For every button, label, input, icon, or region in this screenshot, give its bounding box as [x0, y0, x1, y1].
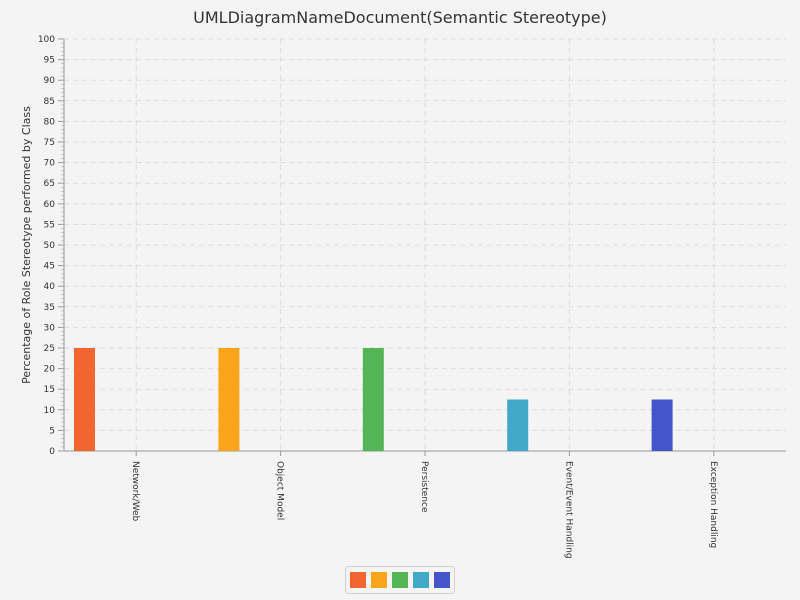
y-tick-label: 100 [38, 35, 55, 45]
grid-layer [64, 38, 786, 452]
bar [74, 348, 95, 451]
y-tick-label: 30 [44, 323, 56, 333]
x-tick-label: Event/Event Handling [563, 461, 573, 559]
legend-swatch [350, 572, 366, 588]
y-tick-label: 55 [44, 220, 55, 230]
y-tick-label: 65 [44, 179, 55, 189]
y-tick-label: 20 [44, 365, 56, 375]
bar [218, 348, 240, 451]
label-layer: 0 5 10 15 20 25 30 35 40 45 50 55 60 65 70 75 80 85 90 95 10… [38, 35, 718, 559]
bar [507, 399, 529, 451]
y-tick-label: 50 [44, 241, 56, 251]
y-tick-label: 15 [44, 385, 55, 395]
legend-swatch [392, 572, 408, 588]
legend-swatch [413, 572, 429, 588]
y-tick-label: 25 [44, 344, 55, 354]
legend [345, 566, 455, 594]
y-axis-label: Percentage of Role Stereotype performed … [20, 106, 33, 384]
y-tick-label: 45 [44, 262, 55, 272]
bar-layer [74, 348, 673, 451]
y-tick-label: 75 [44, 138, 55, 148]
y-tick-label: 80 [44, 117, 56, 127]
y-tick-label: 5 [49, 426, 55, 436]
y-tick-label: 10 [44, 406, 56, 416]
x-tick-label: Persistence [419, 461, 429, 513]
y-tick-label: 70 [44, 159, 56, 169]
legend-swatch [434, 572, 450, 588]
y-tick-label: 60 [44, 200, 56, 210]
x-tick-label: Object Model [275, 461, 285, 520]
y-tick-label: 0 [49, 447, 55, 457]
bar [651, 399, 673, 451]
y-tick-label: 95 [44, 56, 55, 66]
x-tick-label: Exception Handling [708, 461, 718, 548]
y-tick-label: 90 [44, 76, 56, 86]
axis-layer [58, 38, 786, 456]
chart-title: UMLDiagramNameDocument(Semantic Stereoty… [193, 8, 607, 27]
y-tick-label: 85 [44, 97, 55, 107]
y-tick-label: 35 [44, 303, 55, 313]
legend-swatch [371, 572, 387, 588]
x-tick-label: Network/Web [130, 461, 140, 522]
bar [362, 348, 384, 451]
y-tick-label: 40 [44, 282, 56, 292]
